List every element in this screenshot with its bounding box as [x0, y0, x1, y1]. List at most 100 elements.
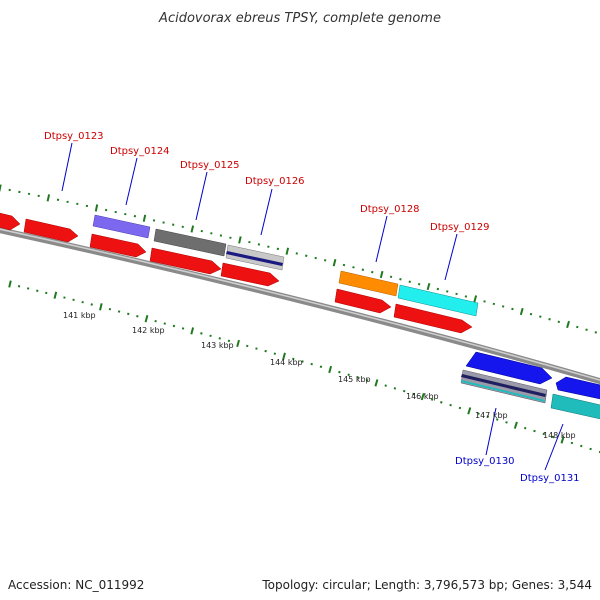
cds-arrow[interactable]: [0, 212, 21, 231]
scale-tick: [108, 307, 112, 311]
scale-tick: [449, 403, 452, 407]
gene-feature[interactable]: [153, 228, 227, 257]
scale-tick: [486, 415, 490, 418]
scale-tick: [384, 384, 387, 387]
scale-tick: [477, 412, 480, 415]
genome-backbone-highlight: [0, 228, 600, 381]
scale-tick: [94, 204, 99, 212]
topology-text: Topology: circular; Length: 3,796,573 bp…: [262, 578, 592, 592]
scale-tick: [190, 327, 195, 335]
scale-tick: [227, 339, 231, 343]
scale-tick: [136, 315, 139, 318]
scale-tick: [352, 266, 355, 269]
gene-feature-band: [461, 380, 545, 402]
gene-feature[interactable]: [550, 393, 600, 420]
scale-tick: [408, 280, 411, 283]
scale-tick: [379, 270, 384, 279]
scale-tick: [17, 285, 21, 288]
gene-label[interactable]: Dtpsy_0129: [430, 222, 490, 233]
scale-tick: [347, 373, 350, 376]
gene-label[interactable]: Dtpsy_0125: [180, 160, 240, 171]
scale-tick: [389, 275, 393, 279]
cds-arrow[interactable]: [465, 351, 553, 385]
scale-tick: [426, 282, 431, 291]
scale-tick: [557, 320, 561, 324]
scale-tick: [144, 315, 149, 323]
scale-tick: [455, 292, 458, 296]
scale-tick: [519, 307, 524, 316]
kbp-label: 145 kbp: [338, 375, 371, 384]
cds-arrow[interactable]: [393, 303, 473, 334]
scale-tick: [292, 357, 295, 361]
kbp-label: 146 kbp: [406, 392, 439, 401]
cds-arrow[interactable]: [334, 288, 392, 314]
scale-tick: [8, 280, 12, 288]
gene-label[interactable]: Dtpsy_0128: [360, 204, 420, 215]
scale-tick: [356, 376, 360, 379]
kbp-label: 144 kbp: [270, 358, 303, 367]
scale-tick: [53, 291, 58, 299]
kbp-label: 143 kbp: [201, 341, 234, 350]
gene-feature[interactable]: [92, 214, 151, 239]
kbp-label: 141 kbp: [63, 311, 96, 320]
scale-tick: [276, 247, 280, 251]
gene-labels: Dtpsy_0123 Dtpsy_0124 Dtpsy_0125 Dtpsy_0…: [44, 131, 580, 484]
kbp-label: 148 kbp: [543, 431, 576, 440]
scale-tick: [393, 387, 397, 390]
cds-arrow[interactable]: [555, 376, 600, 400]
scale-tick: [420, 393, 425, 401]
gene-feature-band: [226, 251, 283, 266]
scale-tick: [282, 352, 286, 360]
cds-arrow[interactable]: [220, 262, 280, 287]
scale-tick: [190, 225, 195, 233]
scale-tick: [210, 232, 213, 235]
scale-tick: [542, 432, 546, 436]
map-title: Acidovorax ebreus TPSY, complete genome: [158, 11, 441, 26]
genome-backbone: [0, 227, 600, 385]
scale-tick: [181, 327, 185, 330]
scale-tick: [473, 295, 478, 303]
scale-tick: [267, 245, 270, 248]
scale-tick: [332, 259, 337, 267]
gene-label[interactable]: Dtpsy_0131: [520, 473, 580, 484]
scale-tick: [323, 259, 327, 262]
scale-tick: [560, 436, 565, 444]
gene-feature[interactable]: [338, 270, 399, 297]
scale-tick: [513, 421, 518, 429]
gene-label[interactable]: Dtpsy_0124: [110, 146, 170, 157]
label-leaders: [61, 142, 564, 471]
feature-track: [0, 212, 600, 420]
cds-arrow[interactable]: [89, 233, 147, 258]
gene-feature[interactable]: [397, 284, 479, 317]
scale-tick: [501, 305, 505, 308]
outer-tick-ring: [0, 184, 598, 334]
scale-tick: [505, 421, 508, 424]
scale-tick: [0, 184, 2, 192]
scale-tick: [589, 447, 592, 451]
scale-tick: [399, 278, 402, 281]
scale-tick: [328, 365, 333, 374]
gene-label[interactable]: Dtpsy_0130: [455, 456, 515, 467]
scale-tick: [46, 194, 51, 202]
scale-tick: [580, 444, 583, 448]
scale-tick: [338, 370, 341, 374]
scale-tick: [374, 379, 379, 387]
scale-tick: [26, 287, 30, 290]
gene-label[interactable]: Dtpsy_0126: [245, 176, 305, 187]
scale-tick: [218, 337, 221, 340]
cds-arrow[interactable]: [149, 247, 222, 275]
scale-tick: [255, 347, 258, 350]
scale-tick: [495, 418, 499, 421]
scale-tick: [576, 325, 579, 329]
scale-tick: [45, 291, 48, 295]
gene-feature-band: [461, 374, 546, 397]
cds-arrow[interactable]: [23, 218, 79, 243]
scale-tick: [319, 365, 323, 368]
gene-label[interactable]: Dtpsy_0123: [44, 131, 104, 142]
scale-tick: [81, 300, 84, 304]
scale-labels: 141 kbp 142 kbp 143 kbp 144 kbp 145 kbp …: [63, 311, 576, 440]
scale-tick: [361, 268, 365, 271]
scale-tick: [36, 289, 39, 292]
scale-tick: [371, 270, 374, 274]
